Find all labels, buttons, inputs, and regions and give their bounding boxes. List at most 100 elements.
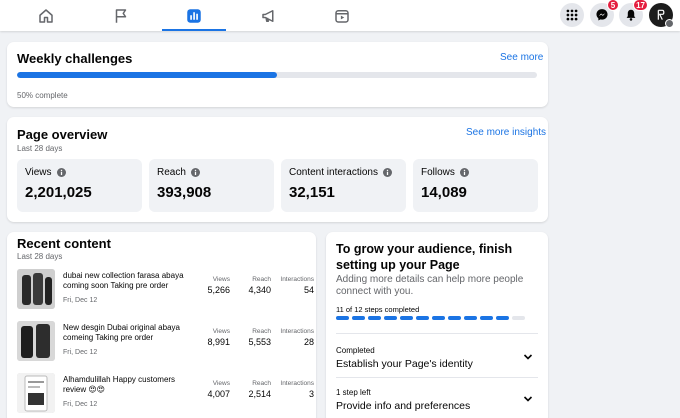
bell-icon xyxy=(626,9,636,21)
top-nav-bar: 5 17 xyxy=(0,0,680,31)
step-segment xyxy=(368,316,381,320)
reach-value: 4,340 xyxy=(248,285,271,295)
post-row[interactable]: dubai new collection farasa abaya coming… xyxy=(17,269,314,311)
post-row[interactable]: New desgin Dubai original abaya comeing … xyxy=(17,321,314,363)
metric-follows-label: Follows xyxy=(421,167,455,178)
post-thumbnail xyxy=(17,269,55,309)
post-reach: Reach 4,340 xyxy=(239,276,271,295)
step-identity-title[interactable]: Establish your Page's identity xyxy=(336,358,473,370)
metric-views-label: Views xyxy=(25,167,52,178)
post-views: Views 4,007 xyxy=(205,380,230,399)
messenger-icon xyxy=(596,9,608,21)
recent-content-title: Recent content xyxy=(17,236,111,251)
post-date: Fri, Dec 12 xyxy=(63,297,98,304)
metric-reach[interactable]: Reach 393,908 xyxy=(149,159,274,212)
metric-views[interactable]: Views 2,201,025 xyxy=(17,159,142,212)
post-interactions: Interactions 28 xyxy=(272,328,314,347)
interactions-label: Interactions xyxy=(280,380,314,387)
step-segment xyxy=(480,316,493,320)
weekly-progress-fill xyxy=(17,72,277,78)
nav-tab-home[interactable] xyxy=(14,0,78,31)
nav-tab-pages[interactable] xyxy=(89,0,153,31)
profile-avatar[interactable] xyxy=(649,3,674,28)
messenger-button[interactable]: 5 xyxy=(590,0,619,27)
info-icon[interactable] xyxy=(190,167,200,177)
metric-content-interactions[interactable]: Content interactions 32,151 xyxy=(281,159,406,212)
nav-tab-insights[interactable] xyxy=(162,0,226,31)
post-views: Views 8,991 xyxy=(205,328,230,347)
bar-chart-icon xyxy=(187,8,201,23)
weekly-challenges-title: Weekly challenges xyxy=(17,51,133,66)
page-setup-title: To grow your audience, finish setting up… xyxy=(336,242,513,272)
step-segment xyxy=(336,316,349,320)
info-icon[interactable] xyxy=(56,167,66,177)
metric-interactions-label-row: Content interactions xyxy=(289,167,392,178)
profile-logo-icon xyxy=(657,9,665,20)
step-segment xyxy=(448,316,461,320)
post-reach: Reach 2,514 xyxy=(239,380,271,399)
post-date: Fri, Dec 12 xyxy=(63,401,98,408)
video-icon xyxy=(335,9,349,23)
step-status: Completed xyxy=(336,346,375,355)
menu-button[interactable] xyxy=(560,3,584,27)
grid-menu-icon xyxy=(566,9,578,21)
page-setup-description: Adding more details can help more people… xyxy=(336,274,524,297)
flag-icon xyxy=(115,8,127,23)
metric-follows-label-row: Follows xyxy=(421,167,469,178)
metric-reach-label-row: Reach xyxy=(157,167,200,178)
nav-tab-ads[interactable] xyxy=(237,0,301,31)
steps-completed-text: 11 of 12 steps completed xyxy=(336,305,420,314)
metric-follows-value: 14,089 xyxy=(421,184,467,201)
see-more-insights-link[interactable]: See more insights xyxy=(466,127,547,138)
weekly-challenges-card: Weekly challenges See more 50% complete xyxy=(7,42,548,107)
weekly-see-more-link[interactable]: See more xyxy=(500,52,544,63)
messenger-badge: 5 xyxy=(607,0,619,11)
page-overview-card: Page overview See more insights Last 28 … xyxy=(7,117,548,222)
post-thumbnail xyxy=(17,373,55,413)
notifications-badge: 17 xyxy=(633,0,648,11)
metric-interactions-value: 32,151 xyxy=(289,184,335,201)
step-segment xyxy=(416,316,429,320)
divider xyxy=(336,377,538,378)
interactions-label: Interactions xyxy=(280,276,314,283)
chevron-down-icon[interactable] xyxy=(523,352,533,362)
step-segment xyxy=(400,316,413,320)
chevron-down-icon[interactable] xyxy=(523,394,533,404)
reach-value: 5,553 xyxy=(248,337,271,347)
metric-views-label-row: Views xyxy=(25,167,66,178)
post-caption: New desgin Dubai original abaya comeing … xyxy=(63,323,180,342)
step-info-title[interactable]: Provide info and preferences xyxy=(336,400,471,412)
metric-interactions-label: Content interactions xyxy=(289,167,378,178)
notifications-button[interactable]: 17 xyxy=(619,0,648,27)
page-setup-card: To grow your audience, finish setting up… xyxy=(326,232,548,418)
page-overview-title: Page overview xyxy=(17,127,108,142)
step-status: 1 step left xyxy=(336,388,371,397)
info-icon[interactable] xyxy=(382,167,392,177)
post-date: Fri, Dec 12 xyxy=(63,349,98,356)
post-caption: Alhamdulillah Happy customers review 😍😍 xyxy=(63,375,176,394)
weekly-progress-bar xyxy=(17,72,537,78)
account-menu-indicator[interactable] xyxy=(665,19,674,28)
megaphone-icon xyxy=(262,9,274,22)
post-row[interactable]: Alhamdulillah Happy customers review 😍😍 … xyxy=(17,373,314,415)
metric-follows[interactable]: Follows 14,089 xyxy=(413,159,538,212)
post-views: Views 5,266 xyxy=(205,276,230,295)
reach-value: 2,514 xyxy=(248,389,271,399)
step-segment xyxy=(432,316,445,320)
step-segment xyxy=(512,316,525,320)
views-value: 5,266 xyxy=(207,285,230,295)
nav-tab-video[interactable] xyxy=(310,0,374,31)
metric-views-value: 2,201,025 xyxy=(25,184,92,201)
overview-period: Last 28 days xyxy=(17,144,63,153)
metric-reach-label: Reach xyxy=(157,167,186,178)
reach-label: Reach xyxy=(252,276,271,283)
step-segment xyxy=(352,316,365,320)
post-thumbnail xyxy=(17,321,55,361)
post-reach: Reach 5,553 xyxy=(239,328,271,347)
views-label: Views xyxy=(212,380,230,387)
interactions-value: 54 xyxy=(303,285,314,295)
info-icon[interactable] xyxy=(459,167,469,177)
views-label: Views xyxy=(212,328,230,335)
post-interactions: Interactions 54 xyxy=(272,276,314,295)
recent-content-card: Recent content Last 28 days dubai new co… xyxy=(7,232,316,418)
